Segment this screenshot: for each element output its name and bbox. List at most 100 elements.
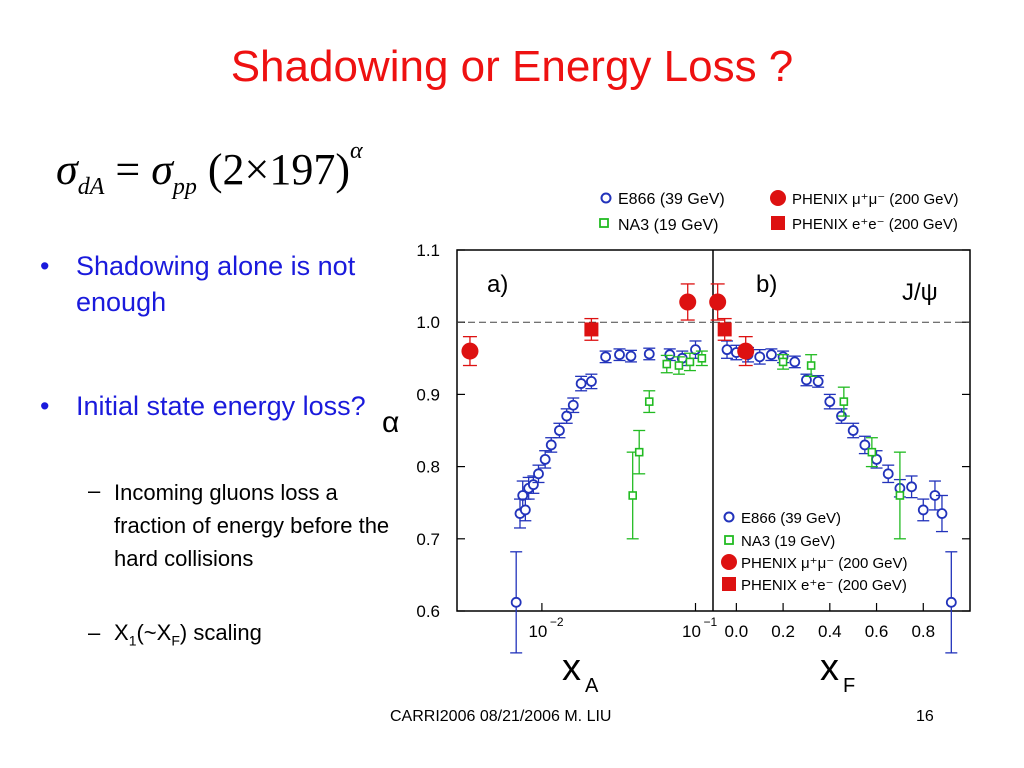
x-tick-label: 0.4: [818, 622, 842, 641]
data-point-e866: [906, 481, 917, 493]
data-point-phenix-mumu: [709, 293, 727, 311]
formula-exponent: α: [350, 138, 363, 164]
y-tick-label: 0.8: [416, 458, 440, 477]
cross-section-formula: σdA = σpp (2×197)α: [56, 138, 363, 201]
y-tick-label: 1.0: [416, 313, 440, 332]
data-point-e866: [824, 396, 836, 408]
data-point-e866: [936, 508, 948, 519]
legend-b-na3-label: NA3 (19 GeV): [741, 533, 835, 550]
x-tick-label: 0.2: [771, 622, 795, 641]
data-point-na3: [674, 361, 684, 370]
legend-na3-label: NA3 (19 GeV): [618, 217, 718, 234]
bullet-text: Initial state energy loss?: [76, 391, 366, 421]
data-point-e866: [517, 490, 529, 501]
legend-e866-marker-icon: [600, 192, 612, 204]
data-point-phenix-ee: [717, 322, 732, 337]
data-point-e866: [754, 351, 766, 363]
data-point-e866: [859, 439, 871, 451]
data-point-na3: [778, 357, 788, 367]
y-tick-label: 0.9: [416, 385, 440, 404]
data-point-phenix-ee: [584, 322, 599, 337]
data-point-na3: [685, 357, 695, 367]
data-point-e866: [539, 453, 551, 465]
legend-b-e866-marker-icon: [723, 511, 735, 523]
panel-a: 10 −2 10 −1: [457, 283, 718, 654]
bullet-dot-icon: •: [40, 251, 50, 281]
data-point-e866: [766, 349, 777, 361]
legend-b-phenix-ee-label: PHENIX e⁺e⁻ (200 GeV): [741, 577, 907, 594]
legend-b-phenix-mumu-marker-icon: [721, 554, 737, 570]
data-point-e866: [527, 479, 539, 491]
sub-bullet-text: Incoming gluons loss a fraction of energ…: [114, 480, 390, 571]
x1-sub: 1: [128, 632, 137, 649]
legend-b-phenix-mumu-label: PHENIX μ⁺μ⁻ (200 GeV): [741, 555, 908, 572]
data-point-na3: [697, 353, 707, 363]
data-point-e866: [567, 399, 579, 411]
data-point-e866: [519, 504, 531, 516]
data-point-na3: [895, 491, 905, 500]
data-point-phenix-mumu: [679, 293, 697, 311]
data-point-e866: [664, 349, 676, 361]
x1-mid: (~X: [136, 620, 172, 645]
data-point-phenix-mumu: [461, 342, 479, 360]
legend-b-phenix-ee-marker-icon: [722, 577, 736, 591]
legend-b-na3-marker-icon: [724, 535, 734, 545]
formula-sub-pp: pp: [172, 174, 197, 200]
legend-na3-marker-icon: [599, 218, 609, 228]
legend-phenix-ee-label: PHENIX e⁺e⁻ (200 GeV): [792, 216, 958, 233]
x-axis-label-b: x: [820, 647, 839, 689]
data-point-e866: [847, 425, 859, 436]
bullet-dot-icon: •: [40, 391, 50, 421]
x-tick-label: 10: [682, 622, 701, 641]
data-point-e866: [789, 356, 801, 368]
formula-sigma-right: σ: [151, 145, 173, 194]
top-legend: E866 (39 GeV) NA3 (19 GeV) PHENIX μ⁺μ⁻ (…: [599, 190, 959, 234]
sub-bullet-text: X1(~XF) scaling: [114, 618, 394, 655]
data-point-na3: [634, 447, 644, 457]
data-point-e866: [561, 410, 573, 422]
x-axis-label-a: x: [562, 647, 581, 689]
data-point-na3: [806, 361, 816, 370]
data-point-e866: [812, 376, 824, 387]
legend-phenix-mumu-label: PHENIX μ⁺μ⁻ (200 GeV): [792, 191, 959, 208]
data-point-na3: [839, 397, 849, 406]
data-point-na3: [644, 397, 654, 406]
data-point-e866: [721, 344, 733, 356]
x1-end: ) scaling: [179, 620, 262, 645]
data-point-e866: [625, 350, 637, 362]
data-point-e866: [882, 468, 894, 480]
panel-b: 0.0 0.2 0.4 0.6 0.8: [709, 283, 970, 654]
data-point-phenix-mumu: [737, 342, 755, 360]
panel-b-label: b): [756, 271, 777, 298]
data-point-e866: [575, 378, 587, 389]
jpsi-label: J/ψ: [902, 279, 938, 306]
y-tick-label: 1.1: [416, 241, 440, 260]
xf-sub: F: [171, 632, 180, 649]
y-tick-label: 0.7: [416, 530, 440, 549]
data-point-e866: [690, 344, 701, 356]
data-point-e866: [614, 349, 625, 361]
x-axis-label-a-sub: A: [585, 675, 599, 697]
data-point-na3: [628, 491, 637, 500]
data-point-e866: [801, 374, 812, 386]
data-point-e866: [533, 468, 544, 480]
data-point-na3: [662, 359, 672, 369]
data-point-e866: [545, 439, 557, 451]
page-number: 16: [916, 708, 934, 725]
x-tick-label: 10: [528, 622, 547, 641]
legend-e866-label: E866 (39 GeV): [618, 191, 725, 208]
x-tick-label: 0.0: [725, 622, 749, 641]
sub-bullet-dash-icon: –: [88, 478, 101, 503]
panel-b-legend: E866 (39 GeV) NA3 (19 GeV) PHENIX μ⁺μ⁻ (…: [721, 510, 908, 594]
panel-a-label: a): [487, 271, 508, 298]
y-axis-label: α: [382, 406, 399, 439]
sub-bullet-dash-icon: –: [88, 620, 101, 645]
formula-equals: =: [115, 145, 141, 194]
legend-phenix-mumu-marker-icon: [770, 190, 786, 206]
bullet-text: Shadowing alone is not enough: [76, 251, 356, 317]
x-tick-label: 0.8: [911, 622, 935, 641]
formula-sub-da: dA: [77, 174, 105, 200]
x-tick-exponent: −2: [550, 615, 564, 629]
data-point-na3: [867, 447, 877, 457]
